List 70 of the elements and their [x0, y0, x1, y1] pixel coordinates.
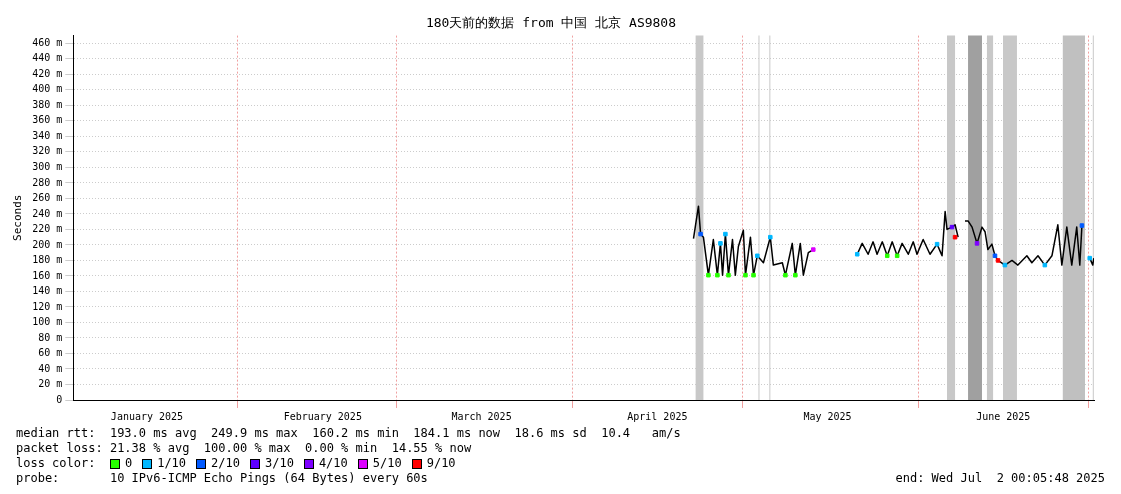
point: [995, 258, 1001, 263]
legend-label: 2/10: [211, 456, 240, 471]
point: [718, 241, 723, 246]
y-tick-label: 200 m: [32, 238, 63, 250]
y-tick-label: 120 m: [32, 300, 63, 312]
point: [715, 272, 720, 278]
point: [811, 247, 816, 252]
legend-label: 5/10: [372, 456, 402, 471]
y-tick-label: 420 m: [32, 67, 63, 79]
y-tick-label: 300 m: [32, 161, 63, 172]
y-tick-label: 140 m: [32, 285, 63, 297]
y-tick-label: 100 m: [32, 316, 63, 328]
x-tick-label: February 2025: [283, 410, 362, 422]
y-tick-label: 280 m: [32, 176, 63, 188]
y-tick-label: 180 m: [32, 254, 63, 266]
text: end: Wed Jul 2 00:05:48 2025: [895, 471, 1105, 486]
point: [751, 272, 756, 278]
legend-title: loss color:: [16, 456, 97, 471]
y-tick-label: 220 m: [32, 223, 63, 235]
y-tick-label: 0: [56, 393, 63, 405]
point: [726, 272, 731, 278]
legend-label: 3/10: [264, 456, 294, 471]
y-tick-label: 20 m: [38, 378, 63, 390]
legend-label: 9/10: [426, 456, 456, 471]
point: [974, 241, 980, 246]
point: [949, 224, 955, 230]
y-tick-label: 60 m: [38, 347, 63, 359]
y-tick-label: 240 m: [32, 207, 63, 219]
point: [992, 253, 998, 259]
point: [894, 253, 900, 259]
legend-label: 4/10: [318, 456, 348, 471]
x-tick-label: April 2025: [627, 410, 688, 422]
point: [1087, 255, 1092, 261]
x-tick-label: May 2025: [803, 410, 852, 422]
y-tick-label: 80 m: [38, 331, 63, 343]
chart-title: 180天前的数据 from 中国 北京 AS9808: [425, 15, 677, 31]
y-tick-label: 380 m: [32, 98, 63, 110]
point: [934, 241, 940, 247]
text: probe: 10 IPv6-ICMP Echo Pings (64 Bytes) every 60s: [16, 471, 428, 486]
text: packet loss: 21.38 % avg 100.00 % max 0.00 % min 14.55 % now: [16, 441, 473, 456]
point: [854, 251, 860, 257]
point: [884, 253, 890, 259]
point: [698, 231, 703, 237]
x-tick-label: January 2025: [110, 410, 184, 422]
point: [723, 231, 728, 237]
point: [783, 272, 788, 278]
y-tick-label: 460 m: [32, 36, 63, 48]
point: [1079, 223, 1085, 228]
y-tick-label: 260 m: [32, 192, 63, 204]
point: [1002, 262, 1008, 268]
y-tick-label: 440 m: [32, 52, 63, 64]
text: median rtt: 193.0 ms avg 249.9 ms max 160.2 ms min 184.1 ms now 18.6 ms sd 10.4 am/s: [16, 426, 682, 441]
y-tick-label: 360 m: [32, 114, 63, 126]
y-axis-title: Seconds: [11, 194, 25, 241]
y-tick-label: 340 m: [32, 129, 63, 141]
legend-label: 1/10: [157, 456, 187, 471]
point: [1042, 262, 1048, 268]
y-tick-label: 40 m: [38, 362, 63, 374]
point: [793, 272, 798, 278]
point: [706, 272, 711, 278]
legend-label: 0: [124, 456, 133, 471]
point: [743, 272, 748, 278]
y-tick-label: 400 m: [32, 83, 63, 95]
point: [952, 234, 958, 240]
x-tick-label: March 2025: [451, 410, 512, 422]
point: [768, 234, 773, 240]
y-tick-label: 160 m: [32, 269, 63, 281]
x-tick-label: June 2025: [976, 410, 1031, 422]
y-tick-label: 320 m: [32, 145, 63, 157]
point: [755, 253, 760, 259]
